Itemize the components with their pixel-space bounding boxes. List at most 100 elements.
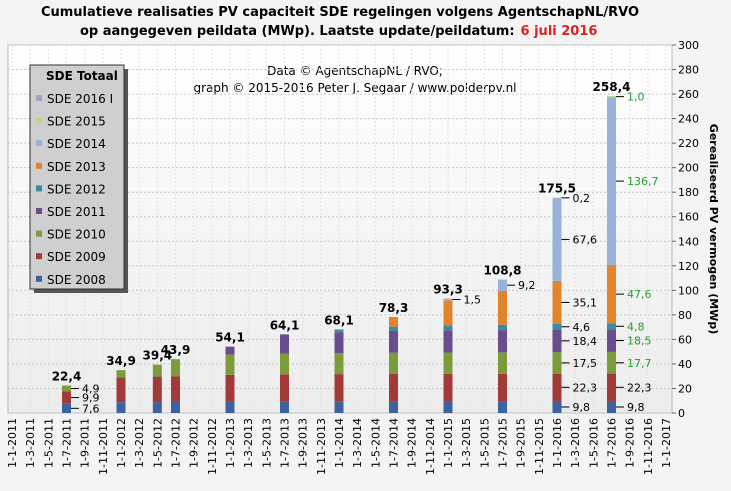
value-label: 18,4 — [573, 335, 598, 348]
x-tick-label: 1-9-2011 — [79, 418, 92, 468]
bar-segment — [552, 323, 562, 330]
bar-segment — [62, 391, 71, 404]
bar-segment — [498, 401, 507, 413]
value-label: 9,2 — [518, 279, 536, 292]
total-label: 258,4 — [593, 80, 631, 94]
bar-segment — [225, 401, 235, 413]
y-tick-label: 80 — [678, 309, 692, 322]
x-tick-label: 1-7-2011 — [61, 418, 74, 468]
update-date: 6 juli 2016 — [521, 24, 598, 39]
total-label: 34,9 — [106, 354, 136, 368]
bar-segment — [552, 197, 562, 199]
x-tick-label: 1-5-2011 — [42, 418, 55, 468]
bar-segment — [152, 364, 162, 377]
bar-segment — [389, 401, 398, 413]
bar-segment — [607, 97, 616, 265]
y-tick-label: 220 — [678, 137, 699, 150]
x-tick-label: 1-1-2011 — [6, 418, 19, 468]
x-tick-label: 1-11-2016 — [642, 418, 655, 475]
bar-segment — [607, 96, 616, 98]
legend-label: SDE 2011 — [47, 205, 106, 219]
bar-segment — [389, 373, 398, 402]
value-label: 4,8 — [627, 320, 645, 333]
y-tick-label: 0 — [678, 407, 685, 420]
legend-swatch — [36, 140, 42, 147]
x-tick-label: 1-3-2014 — [351, 418, 364, 468]
bar-segment — [152, 376, 162, 403]
x-tick-label: 1-1-2015 — [442, 418, 455, 468]
bar-segment — [443, 330, 453, 353]
x-tick-label: 1-11-2015 — [533, 418, 546, 475]
bar-segment — [607, 329, 616, 352]
x-tick-label: 1-7-2015 — [497, 418, 510, 468]
x-tick-label: 1-5-2015 — [478, 418, 491, 468]
x-tick-label: 1-3-2012 — [133, 418, 146, 468]
legend-title: SDE Totaal — [46, 69, 118, 83]
bar-segment — [334, 401, 344, 413]
bar-segment — [280, 353, 289, 375]
x-tick-label: 1-9-2013 — [297, 418, 310, 468]
legend-swatch — [36, 95, 42, 101]
total-label: 54,1 — [215, 331, 245, 345]
bar-segment — [443, 373, 453, 402]
total-label: 22,4 — [52, 370, 82, 384]
legend-swatch — [36, 275, 42, 282]
total-label: 39,4 — [143, 349, 173, 363]
total-label: 175,5 — [538, 182, 576, 196]
bar-segment — [607, 264, 616, 324]
x-tick-label: 1-5-2013 — [260, 418, 273, 468]
bar-segment — [116, 377, 126, 403]
bar-segment — [171, 359, 180, 377]
bar-segment — [280, 334, 289, 354]
y-tick-label: 20 — [678, 382, 692, 395]
bar-segment — [607, 373, 616, 401]
bar-segment — [116, 370, 126, 378]
bar-segment — [389, 316, 398, 327]
x-tick-label: 1-1-2012 — [115, 418, 128, 468]
bar-segment — [443, 325, 453, 331]
bar-segment — [552, 373, 562, 401]
bar-segment — [498, 373, 507, 402]
x-tick-label: 1-1-2014 — [333, 418, 346, 468]
x-tick-label: 1-5-2014 — [369, 418, 382, 468]
value-label: 17,7 — [627, 357, 652, 370]
total-label: 64,1 — [270, 318, 300, 332]
bar-segment — [116, 402, 126, 413]
y-tick-label: 120 — [678, 260, 699, 273]
value-label: 17,5 — [573, 357, 598, 370]
bar-segment — [498, 290, 507, 325]
legend-label: SDE 2010 — [47, 228, 106, 242]
x-tick-label: 1-7-2013 — [279, 418, 292, 468]
y-tick-label: 260 — [678, 88, 699, 101]
x-tick-label: 1-11-2012 — [206, 418, 219, 475]
legend-label: SDE 2015 — [47, 115, 106, 129]
value-label: 136,7 — [627, 175, 659, 188]
bar-segment — [389, 352, 398, 374]
x-tick-label: 1-3-2015 — [460, 418, 473, 468]
x-tick-label: 1-7-2016 — [606, 418, 619, 468]
legend: SDE Totaal SDE 2008 SDE 2009 SDE 2010 SDE 2… — [29, 64, 128, 293]
credit: Data © AgentschapNL / RVO; — [267, 64, 443, 78]
y-tick-label: 40 — [678, 358, 692, 371]
y-tick-label: 200 — [678, 162, 699, 175]
value-label: 1,5 — [464, 293, 482, 306]
bar-segment — [498, 352, 507, 374]
x-tick-label: 1-9-2012 — [188, 418, 201, 468]
bar-segment — [62, 385, 71, 392]
value-label: 9,8 — [573, 401, 591, 414]
total-label: 108,8 — [484, 264, 522, 278]
bar-segment — [607, 323, 616, 330]
bar-segment — [443, 401, 453, 413]
x-tick-label: 1-1-2013 — [224, 418, 237, 468]
value-label: 9,8 — [627, 401, 645, 414]
bar-segment — [171, 401, 180, 413]
bar-segment — [443, 298, 453, 301]
bars: 7,69,94,922,4 34,9 39,443,9 54,1 64,1 68,1 78,… — [52, 80, 659, 415]
y-tick-label: 160 — [678, 211, 699, 224]
x-tick-label: 1-1-2017 — [660, 418, 673, 468]
title-line: op aangegeven peildata (MWp). Laatste up… — [80, 24, 597, 39]
x-tick-label: 1-11-2011 — [97, 418, 110, 475]
legend-box — [29, 64, 125, 290]
bar-segment — [280, 401, 289, 413]
